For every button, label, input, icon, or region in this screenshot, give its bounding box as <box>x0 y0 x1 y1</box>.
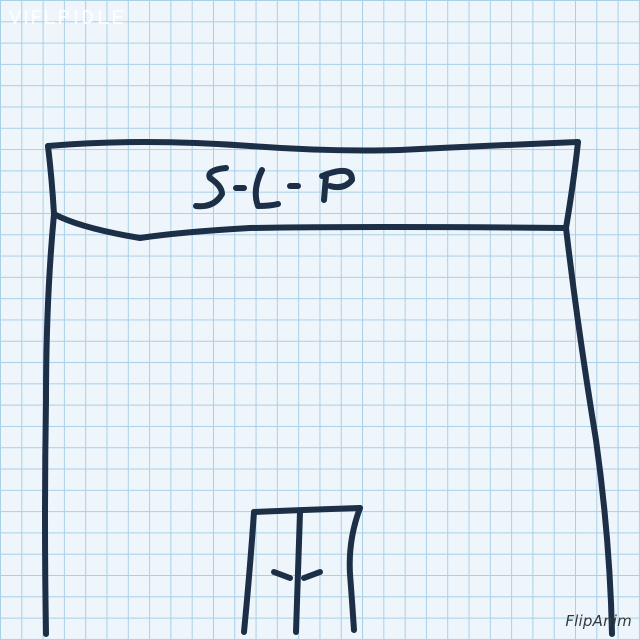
building-right-wall <box>563 225 615 637</box>
sign-right-edge <box>563 139 581 231</box>
watermark-logo-top <box>8 9 124 26</box>
door-right-side <box>346 505 363 633</box>
door-handle-left <box>271 569 293 581</box>
sign-bottom-edge <box>51 211 569 241</box>
sign-left-edge <box>45 143 57 217</box>
door-left-side <box>241 509 257 635</box>
door-handle-right <box>301 569 323 581</box>
sign-lettering <box>193 165 355 210</box>
sign-top-edge <box>45 139 581 154</box>
door-top <box>251 505 363 515</box>
building-left-wall <box>42 211 57 637</box>
door-middle-line <box>293 509 303 635</box>
watermark-app-name: FlipAnim <box>565 612 632 630</box>
